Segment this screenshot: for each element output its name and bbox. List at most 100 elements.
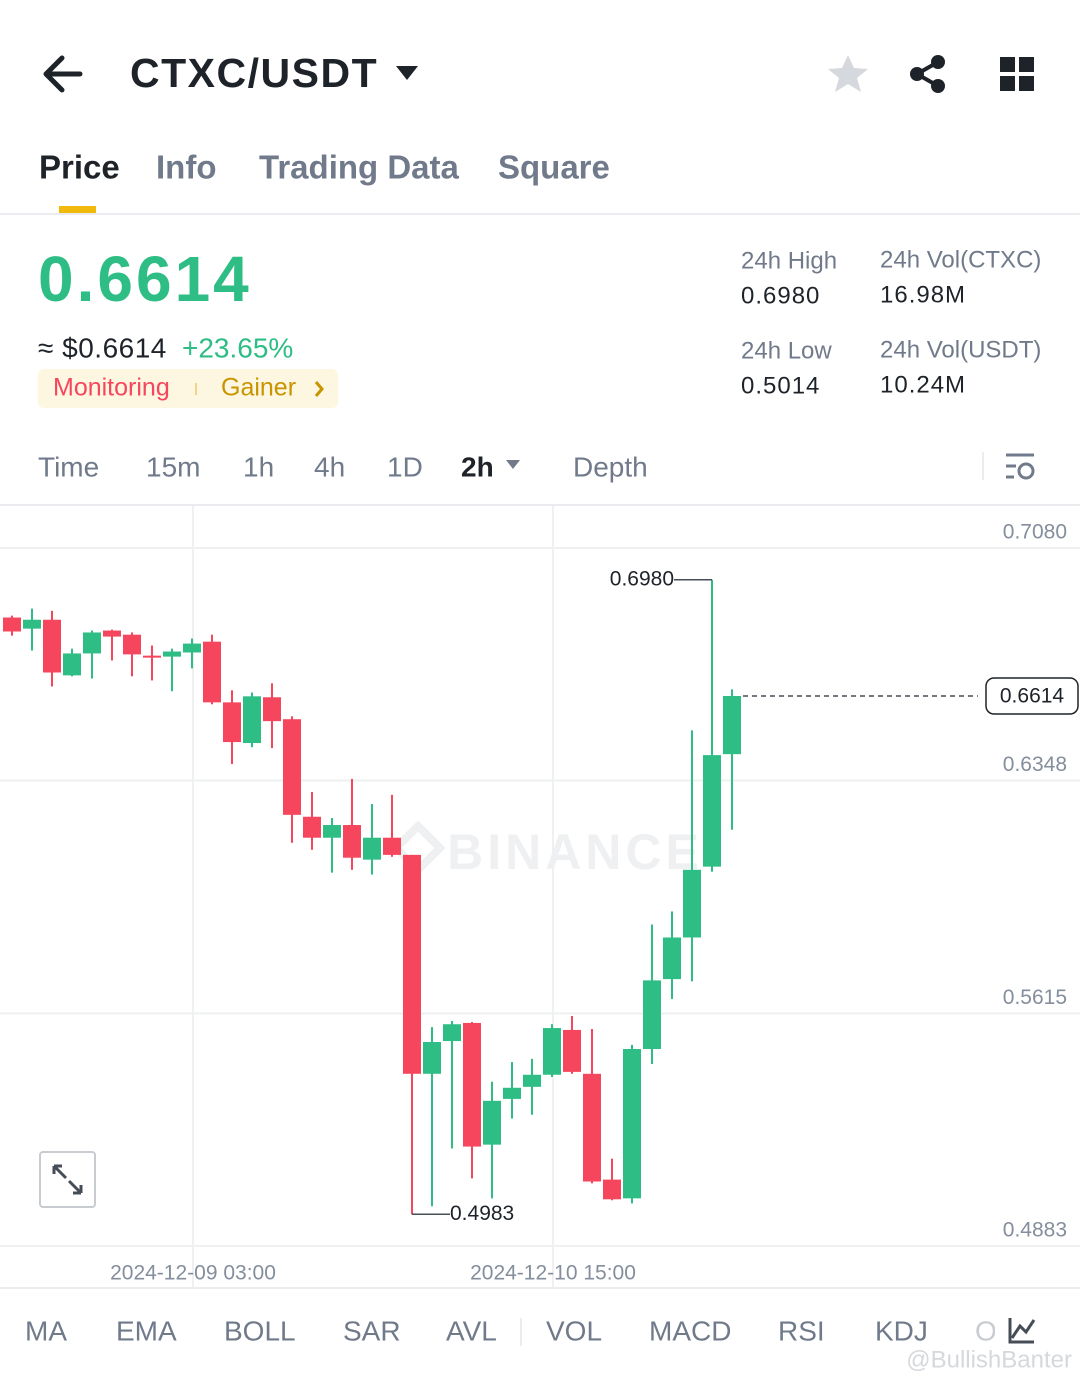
candle-body <box>303 816 321 838</box>
chart-watermark: BINANCE <box>447 824 703 880</box>
menu-icon <box>1019 57 1034 72</box>
back-icon <box>43 55 83 93</box>
candlestick-chart: BINANCE 0.7080 0.6348 0.5615 0.4883 0.6980 0.… <box>0 506 1080 1287</box>
tag: Gainer <box>221 374 296 402</box>
indicator[interactable]: VOL <box>546 1315 602 1346</box>
interval[interactable]: 1h <box>243 451 274 482</box>
candle-body <box>383 837 401 855</box>
candle-body <box>223 702 241 743</box>
candle-body <box>103 630 121 637</box>
settings-icon <box>1017 462 1035 480</box>
candle-body <box>443 1024 461 1042</box>
candle-body <box>423 1042 441 1074</box>
candle-body <box>643 980 661 1050</box>
candle-body <box>463 1022 481 1147</box>
fullscreen-button[interactable] <box>39 1151 96 1208</box>
fiat-price: ≈ $0.6614 <box>38 332 167 363</box>
menu-icon <box>1000 76 1015 91</box>
pair-dropdown[interactable] <box>396 66 418 80</box>
candle-body <box>263 697 281 722</box>
stat-value: 16.98M <box>880 281 966 308</box>
low-label: 0.4983 <box>450 1202 514 1225</box>
price-change: +23.65% <box>182 332 293 363</box>
indicator-settings[interactable] <box>1008 1318 1036 1344</box>
y-tick-label: 0.6348 <box>1003 753 1067 776</box>
candle-body <box>583 1073 601 1182</box>
candle-body <box>323 825 341 838</box>
share-icon <box>931 55 945 69</box>
candle-body <box>663 937 681 980</box>
tab-indicator <box>59 206 96 213</box>
indicator[interactable]: SAR <box>343 1315 401 1346</box>
candle-body <box>503 1087 521 1099</box>
candle-body <box>3 617 21 632</box>
watermark: @BullishBanter <box>906 1346 1072 1373</box>
candle-body <box>723 696 741 755</box>
interval[interactable]: 15m <box>146 451 200 482</box>
candle-body <box>683 869 701 938</box>
share-icon <box>910 67 924 81</box>
interval[interactable]: Depth <box>573 451 648 482</box>
indicator[interactable]: MACD <box>649 1315 731 1346</box>
stat-value: 0.6980 <box>741 282 820 309</box>
candle-body <box>403 854 421 1074</box>
y-tick-label: 0.5615 <box>1003 986 1067 1009</box>
menu-button[interactable] <box>1000 57 1034 91</box>
share-icon <box>931 79 945 93</box>
stat-value: 0.5014 <box>741 372 820 399</box>
last-price-tag <box>985 677 1079 715</box>
interval[interactable]: 4h <box>314 451 345 482</box>
back-button[interactable] <box>43 55 83 93</box>
tag: Monitoring <box>53 374 170 402</box>
indicator[interactable]: EMA <box>116 1315 177 1346</box>
candle-body <box>523 1074 541 1087</box>
stat-label: 24h High <box>741 247 837 274</box>
tab[interactable]: Info <box>156 149 216 186</box>
tab[interactable]: Square <box>498 149 610 186</box>
interval[interactable]: 2h <box>461 451 494 482</box>
tab[interactable]: Price <box>39 149 120 186</box>
y-tick-label: 0.7080 <box>1003 520 1067 543</box>
tab[interactable]: Trading Data <box>259 149 460 186</box>
x-tick-label: 2024-12-10 15:00 <box>470 1262 636 1285</box>
menu-icon <box>1019 76 1034 91</box>
high-label: 0.6980 <box>610 567 674 590</box>
candle-body <box>123 634 141 655</box>
indicator[interactable]: AVL <box>446 1315 497 1346</box>
candle-body <box>623 1049 641 1199</box>
candle-body <box>243 696 261 744</box>
share-button[interactable] <box>910 55 945 93</box>
favorite-button[interactable] <box>828 55 868 92</box>
last-price: 0.6614 <box>38 243 252 315</box>
candle-body <box>563 1029 581 1072</box>
stat-label: 24h Vol(CTXC) <box>880 246 1041 273</box>
indicator[interactable]: MA <box>25 1315 67 1346</box>
menu-icon <box>1000 57 1015 72</box>
tag-box[interactable] <box>38 369 338 408</box>
chart-settings[interactable] <box>1006 453 1035 480</box>
candle-body <box>23 619 41 629</box>
indicator[interactable]: KDJ <box>875 1315 928 1346</box>
candle-body <box>603 1179 621 1200</box>
x-tick-label: 2024-12-09 03:00 <box>110 1262 276 1285</box>
indicator[interactable]: O <box>975 1315 997 1346</box>
stat-label: 24h Low <box>741 337 832 364</box>
candle-body <box>543 1028 561 1075</box>
candle-body <box>83 632 101 654</box>
interval[interactable]: 1D <box>387 451 423 482</box>
interval-dropdown[interactable] <box>506 460 520 469</box>
stat-value: 10.24M <box>880 371 966 398</box>
fullscreen-icon <box>52 1164 83 1195</box>
candle-body <box>343 825 361 858</box>
tag-chevron <box>314 381 324 397</box>
fullscreen-box <box>39 1151 96 1208</box>
interval[interactable]: Time <box>38 451 99 482</box>
candle-body <box>43 619 61 673</box>
indicator[interactable]: BOLL <box>224 1315 296 1346</box>
stat-label: 24h Vol(USDT) <box>880 336 1041 363</box>
pair-title[interactable]: CTXC/USDT <box>130 50 378 96</box>
indicator[interactable]: RSI <box>778 1315 825 1346</box>
candle-body <box>703 755 721 867</box>
